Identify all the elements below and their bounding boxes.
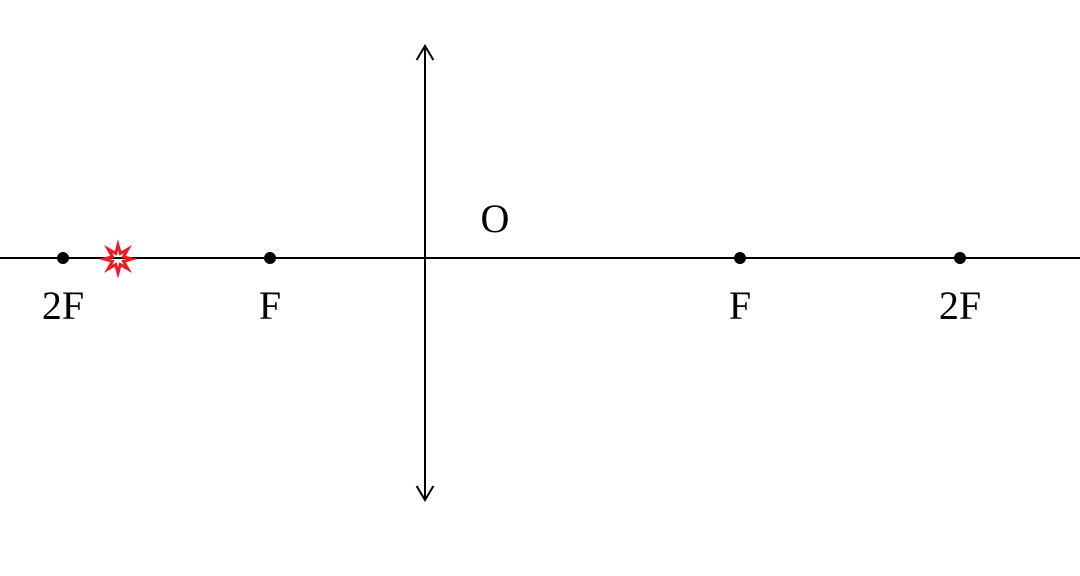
label-left-F: F [259, 282, 281, 329]
label-origin: O [481, 195, 510, 242]
focal-dot-right-F [734, 252, 746, 264]
label-right-F: F [729, 282, 751, 329]
focal-dot-left-2F [57, 252, 69, 264]
label-right-2F: 2F [939, 282, 981, 329]
focal-dot-left-F [264, 252, 276, 264]
label-left-2F: 2F [42, 282, 84, 329]
diagram-svg [0, 0, 1080, 576]
focal-dot-right-2F [954, 252, 966, 264]
optics-diagram: 2F F F 2F O [0, 0, 1080, 576]
